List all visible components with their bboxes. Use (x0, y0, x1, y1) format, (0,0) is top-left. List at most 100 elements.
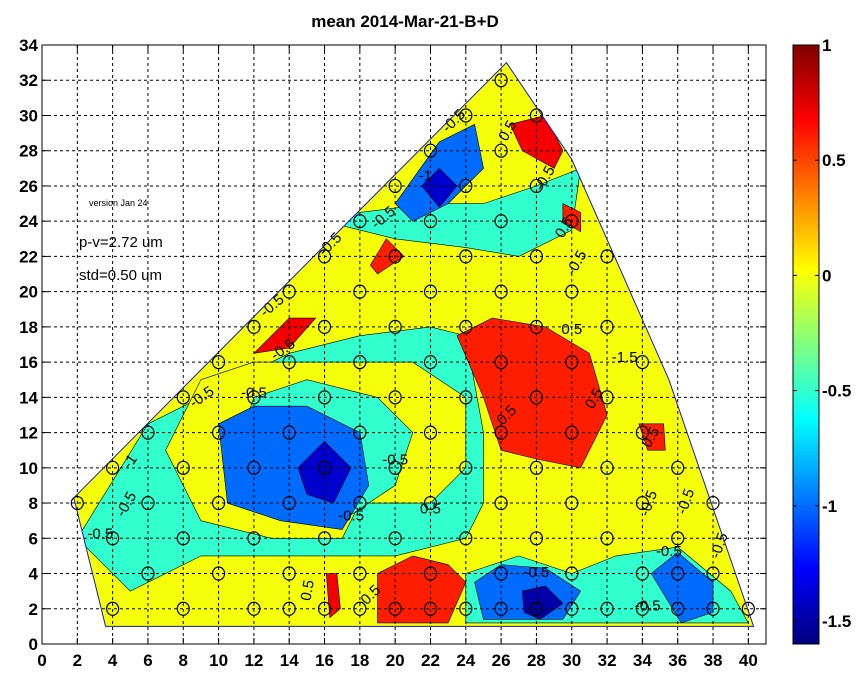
measurement-point (459, 531, 473, 546)
y-tick-label: 6 (29, 529, 38, 548)
measurement-point (282, 601, 296, 616)
x-tick-label: 32 (598, 651, 617, 670)
measurement-point (282, 284, 296, 299)
colorbar-tick-label: -1.5 (822, 612, 851, 631)
measurement-point (459, 460, 473, 475)
contour-regions (73, 62, 754, 627)
measurement-point (635, 601, 649, 616)
grid-layer (42, 45, 766, 644)
measurement-point (141, 425, 155, 440)
measurement-point (529, 249, 544, 264)
x-tick-label: 2 (73, 651, 82, 670)
measurement-point (565, 601, 579, 616)
measurement-point (600, 249, 614, 264)
marker-layer (70, 73, 755, 616)
x-tick-label: 20 (386, 651, 405, 670)
axes-frame (41, 44, 767, 645)
x-tick-label: 8 (179, 651, 188, 670)
measurement-point (70, 495, 84, 511)
measurement-point (423, 355, 438, 370)
measurement-point (494, 566, 508, 581)
measurement-point (282, 355, 296, 370)
measurement-point (459, 601, 473, 616)
y-tick-label: 30 (19, 106, 38, 125)
measurement-point (423, 425, 438, 440)
measurement-point (388, 319, 402, 334)
measurement-point (565, 425, 579, 440)
measurement-point (423, 495, 438, 511)
x-tick-label: 36 (668, 651, 687, 670)
measurement-point (494, 143, 508, 158)
measurement-point (317, 460, 332, 475)
measurement-point (388, 249, 402, 264)
x-tick-label: 0 (37, 651, 46, 670)
y-tick-label: 0 (29, 635, 38, 654)
measurement-point (353, 214, 367, 229)
measurement-point (247, 601, 261, 616)
measurement-point (388, 601, 402, 616)
y-tick-label: 32 (19, 71, 38, 90)
measurement-point (494, 73, 508, 88)
measurement-point (176, 460, 190, 475)
measurement-point (247, 531, 261, 546)
measurement-point (176, 531, 190, 546)
measurement-point (459, 249, 473, 264)
x-tick-label: 38 (704, 651, 723, 670)
measurement-point (388, 390, 402, 405)
measurement-point (706, 601, 720, 616)
measurement-point (565, 284, 579, 299)
measurement-point (282, 425, 296, 440)
measurement-point (317, 390, 332, 405)
measurement-point (529, 178, 544, 194)
measurement-point (600, 531, 614, 546)
contour-label: -0.5 (338, 508, 364, 525)
y-tick-label: 4 (29, 565, 39, 584)
contour-fill-layer (73, 62, 754, 627)
colorbar-gradient (792, 44, 820, 645)
measurement-point (317, 319, 332, 334)
contour-label: 0.5 (298, 579, 318, 602)
measurement-point (423, 214, 438, 229)
measurement-point (141, 566, 155, 581)
measurement-point (600, 390, 614, 405)
version-annotation: version Jan 24 (89, 198, 148, 208)
measurement-point (282, 566, 296, 581)
colorbar-tick-label: 0.5 (822, 151, 846, 170)
measurement-point (706, 566, 720, 581)
chart-title: mean 2014-Mar-21-B+D (311, 12, 499, 31)
x-tick-label: 12 (244, 651, 263, 670)
measurement-point (635, 566, 649, 581)
measurement-point (600, 460, 614, 475)
measurement-point (106, 460, 120, 475)
measurement-point (176, 601, 190, 616)
x-tick-label: 40 (739, 651, 758, 670)
measurement-point (635, 495, 649, 511)
measurement-point (353, 495, 367, 511)
measurement-point (529, 531, 544, 546)
y-tick-label: 2 (29, 600, 38, 619)
measurement-point (529, 460, 544, 475)
axis-layer: 0 2 4 6 8 10 12 14 16 18 20 22 24 26 28 30 32 34 36 38 40024… (19, 36, 767, 670)
x-tick-label: 24 (456, 651, 475, 670)
x-tick-label: 26 (492, 651, 511, 670)
measurement-point (565, 566, 579, 581)
colorbar-tick-label: 1 (822, 36, 831, 55)
std-annotation: std=0.50 um (79, 267, 162, 284)
measurement-point (353, 601, 367, 616)
y-tick-label: 10 (19, 459, 38, 478)
measurement-point (494, 214, 508, 229)
measurement-point (176, 390, 190, 405)
x-tick-label: 4 (108, 651, 118, 670)
measurement-point (565, 214, 579, 229)
x-tick-label: 30 (562, 651, 581, 670)
x-tick-label: 34 (633, 651, 652, 670)
measurement-point (211, 566, 226, 581)
measurement-point (635, 355, 649, 370)
measurement-point (141, 495, 155, 511)
measurement-point (529, 390, 544, 405)
y-tick-label: 22 (19, 247, 38, 266)
y-tick-label: 16 (19, 353, 38, 372)
measurement-point (600, 319, 614, 334)
measurement-point (106, 601, 120, 616)
measurement-point (459, 178, 473, 194)
